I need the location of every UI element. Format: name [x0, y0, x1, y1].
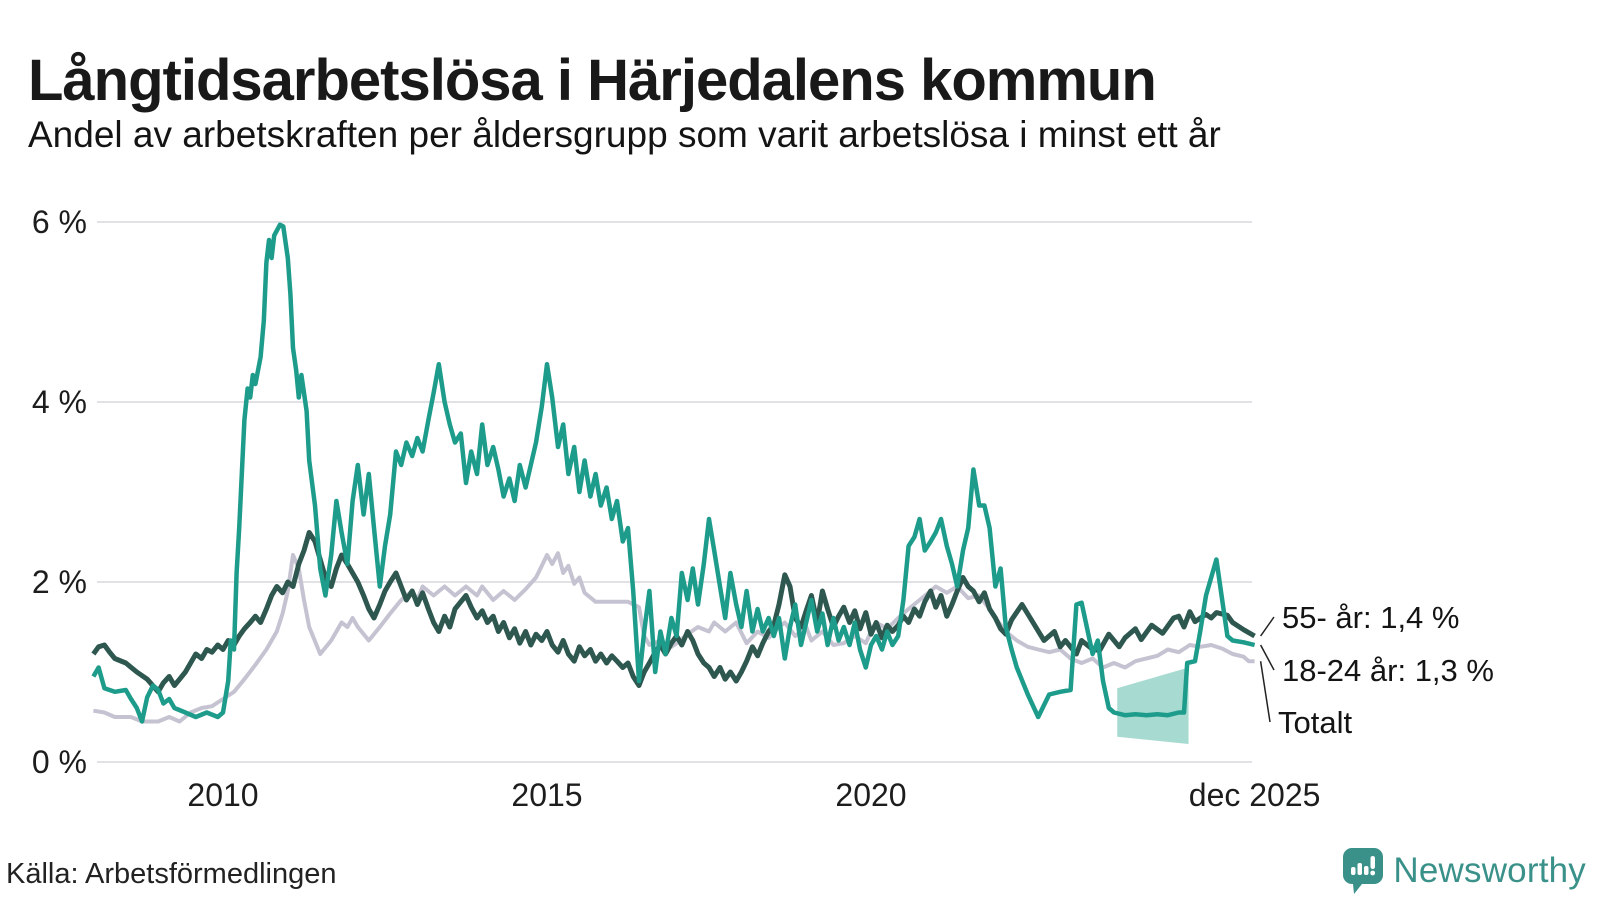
- series-line-totalt: [93, 551, 1255, 724]
- newsworthy-wordmark: Newsworthy: [1393, 851, 1586, 890]
- page-title: Långtidsarbetslösa i Härjedalens kommun: [28, 47, 1157, 113]
- y-axis-tick-label: 2 %: [32, 564, 87, 600]
- newsworthy-logo: Newsworthy: [1343, 848, 1586, 894]
- annotation-connector: [1259, 661, 1271, 723]
- annotation-connector: [1259, 644, 1275, 671]
- annotation-connector: [1260, 616, 1275, 637]
- y-axis-tick-label: 0 %: [32, 744, 87, 780]
- y-axis-tick-label: 4 %: [32, 384, 87, 420]
- newsworthy-speech-bubble-icon: [1343, 848, 1384, 894]
- source-note: Källa: Arbetsförmedlingen: [6, 858, 337, 890]
- x-axis-tick-label: 2020: [835, 777, 906, 813]
- series-annotation-label: 55- år: 1,4 %: [1282, 600, 1459, 635]
- series-annotation-label: 18-24 år: 1,3 %: [1282, 653, 1494, 688]
- x-axis-tick-label: 2010: [187, 777, 258, 813]
- y-axis-tick-label: 6 %: [32, 204, 87, 240]
- series-line-55-r: [91, 530, 1256, 695]
- series-line-18-24-r: [91, 222, 1256, 724]
- chart-subtitle: Andel av arbetskraften per åldersgrupp s…: [28, 114, 1221, 155]
- uncertainty-band: [1117, 667, 1189, 744]
- x-axis-tick-label: dec 2025: [1189, 777, 1321, 813]
- series-annotation-label: Totalt: [1278, 705, 1352, 740]
- x-axis-tick-label: 2015: [511, 777, 582, 813]
